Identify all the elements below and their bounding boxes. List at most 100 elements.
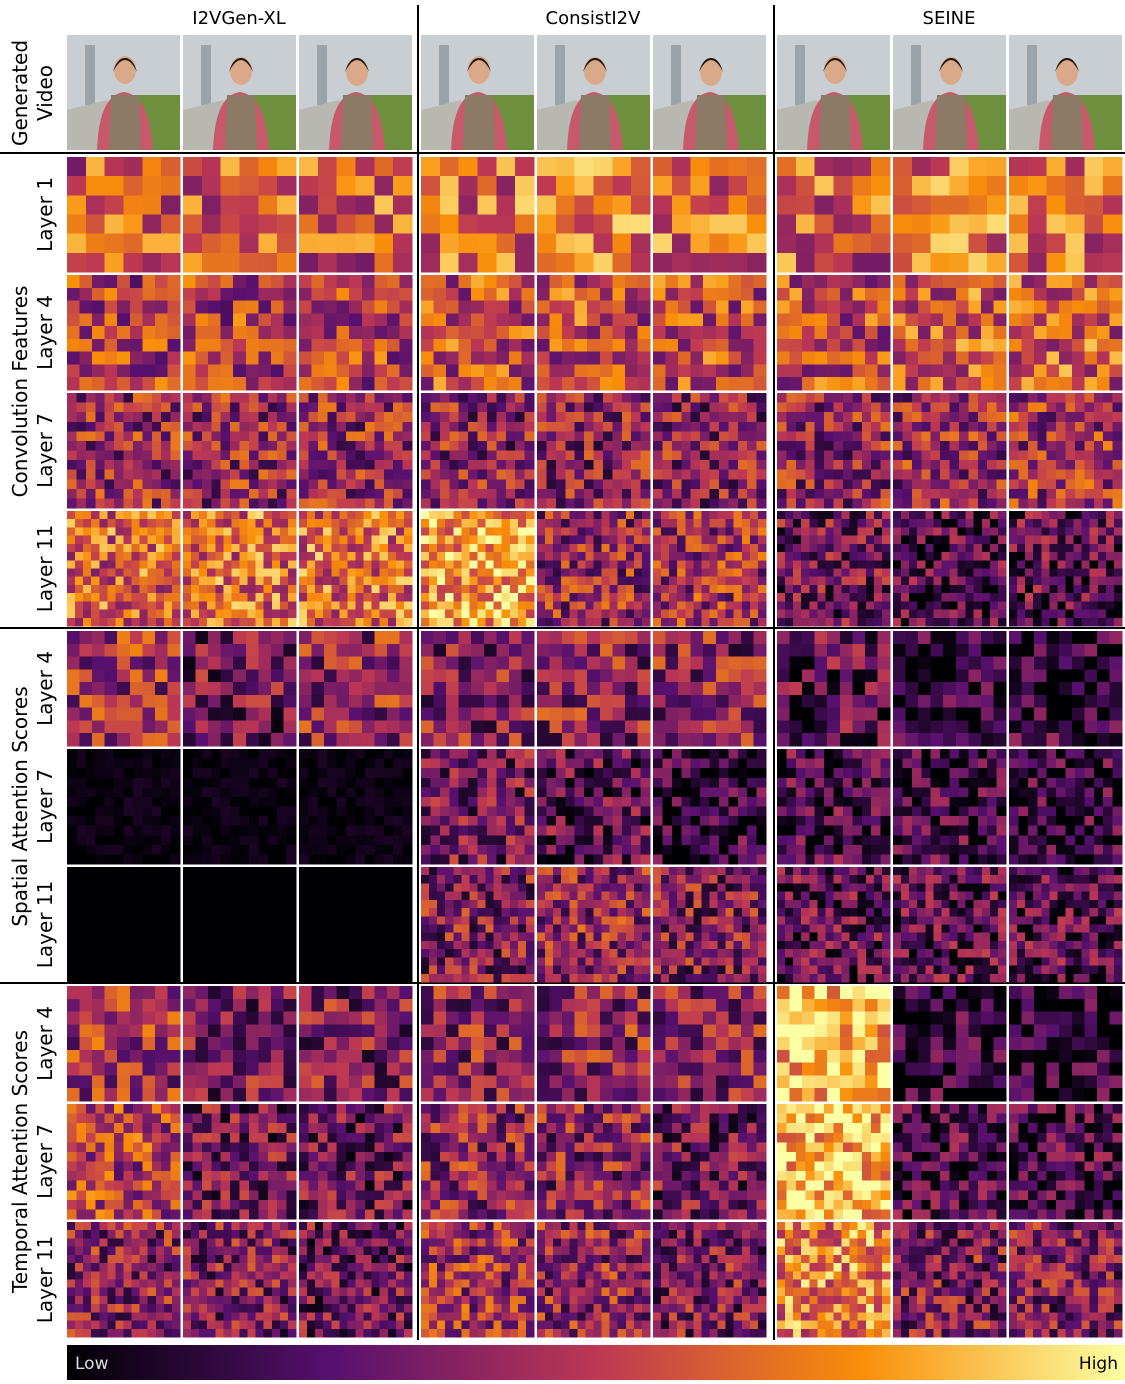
heatmap-cell <box>331 544 340 553</box>
heatmap-cell <box>258 234 277 254</box>
head <box>1056 58 1078 86</box>
heatmap-cell <box>865 631 878 644</box>
heatmap-cell <box>510 536 519 545</box>
heatmap-cell <box>786 403 796 413</box>
heatmap-cell <box>434 657 447 670</box>
heatmap-cell <box>287 498 297 508</box>
heatmap-cell <box>67 412 77 422</box>
heatmap-cell <box>515 403 525 413</box>
heatmap <box>67 157 181 273</box>
heatmap-cell <box>1049 511 1058 520</box>
heatmap-cell <box>631 470 641 480</box>
heatmap-cell <box>906 275 919 288</box>
heatmap-cell <box>968 422 978 432</box>
heatmap-cell <box>893 577 902 586</box>
heatmap-cell <box>625 288 638 301</box>
heatmap-cell <box>468 460 478 470</box>
heatmap-cell <box>299 157 318 177</box>
heatmap-cell <box>602 519 611 528</box>
heatmap-cell <box>155 364 168 377</box>
heatmap-cell <box>672 479 682 489</box>
heatmap-cell <box>1034 657 1047 670</box>
heatmap-cell <box>786 412 796 422</box>
heatmap-cell <box>537 618 546 627</box>
building <box>439 45 449 105</box>
heatmap-cell <box>1097 720 1110 733</box>
heatmap-cell <box>950 412 960 422</box>
heatmap-cell <box>130 313 143 326</box>
heatmap-cell <box>421 195 440 215</box>
heatmap-cell <box>518 577 527 586</box>
heatmap-cell <box>256 601 265 610</box>
heatmap-cell <box>603 422 613 432</box>
heatmap-cell <box>208 733 221 746</box>
heatmap-cell <box>308 460 318 470</box>
heatmap-cell <box>893 352 906 365</box>
heatmap-cell <box>685 593 694 602</box>
heatmap-cell <box>446 288 459 301</box>
heatmap-cell <box>537 215 556 235</box>
heatmap-cell <box>827 326 840 339</box>
heatmap-cell <box>526 585 535 594</box>
heatmap-cell <box>728 377 741 390</box>
heatmap-cell <box>902 431 912 441</box>
heatmap-cell <box>575 253 594 273</box>
heatmap-cell <box>634 560 643 569</box>
heatmap-cell <box>496 644 509 657</box>
heatmap-cell <box>272 585 281 594</box>
heatmap-cell <box>537 412 547 422</box>
heatmap-cell <box>142 157 161 177</box>
heatmap-cell <box>339 585 348 594</box>
heatmap-cell <box>612 733 625 746</box>
heatmap-cell <box>874 610 883 619</box>
heatmap-cell <box>202 460 212 470</box>
heatmap-cell <box>272 618 281 627</box>
heatmap-cell <box>459 644 472 657</box>
heatmap-cell <box>796 215 815 235</box>
heatmap-cell <box>240 157 259 177</box>
heatmap-cell <box>364 552 373 561</box>
heatmap-cell <box>374 195 393 215</box>
heatmap-cell <box>950 479 960 489</box>
heatmap-cell <box>669 511 678 520</box>
heatmap-cell <box>1009 451 1019 461</box>
heatmap-cell <box>681 441 691 451</box>
heatmap-cell <box>142 364 155 377</box>
heatmap-cell <box>653 422 663 432</box>
heatmap-cell <box>502 601 511 610</box>
heatmap-cell <box>987 412 997 422</box>
heatmap-cell <box>1113 470 1123 480</box>
heatmap-cell <box>843 451 853 461</box>
heatmap-cell <box>852 489 862 499</box>
heatmap-cell <box>374 326 387 339</box>
heatmap-cell <box>802 313 815 326</box>
heatmap-cell <box>312 631 325 644</box>
head <box>584 57 606 85</box>
heatmap-cell <box>602 552 611 561</box>
heatmap-cell <box>372 544 381 553</box>
heatmap-cell <box>550 364 563 377</box>
heatmap-cell <box>494 536 503 545</box>
heatmap-cell <box>741 364 754 377</box>
heatmap-cell <box>133 412 143 422</box>
heatmap-cell <box>258 326 271 339</box>
heatmap <box>777 511 891 627</box>
heatmap-cell <box>117 631 130 644</box>
heatmap-cell <box>553 536 562 545</box>
heatmap-cell <box>526 569 535 578</box>
heatmap-cell <box>83 577 92 586</box>
heatmap-cell <box>142 720 155 733</box>
heatmap <box>653 157 767 273</box>
heatmap-cell <box>703 275 716 288</box>
heatmap-cell <box>562 301 575 314</box>
heatmap-cell <box>691 288 704 301</box>
heatmap-cell <box>469 536 478 545</box>
heatmap <box>421 631 535 747</box>
group-label: Convolution Features <box>8 286 32 498</box>
heatmap-cell <box>653 364 666 377</box>
heatmap-cell <box>1084 644 1097 657</box>
heatmap-cell <box>545 527 554 536</box>
heatmap-cell <box>1066 585 1075 594</box>
heatmap-cell <box>993 275 1006 288</box>
heatmap-cell <box>76 451 86 461</box>
